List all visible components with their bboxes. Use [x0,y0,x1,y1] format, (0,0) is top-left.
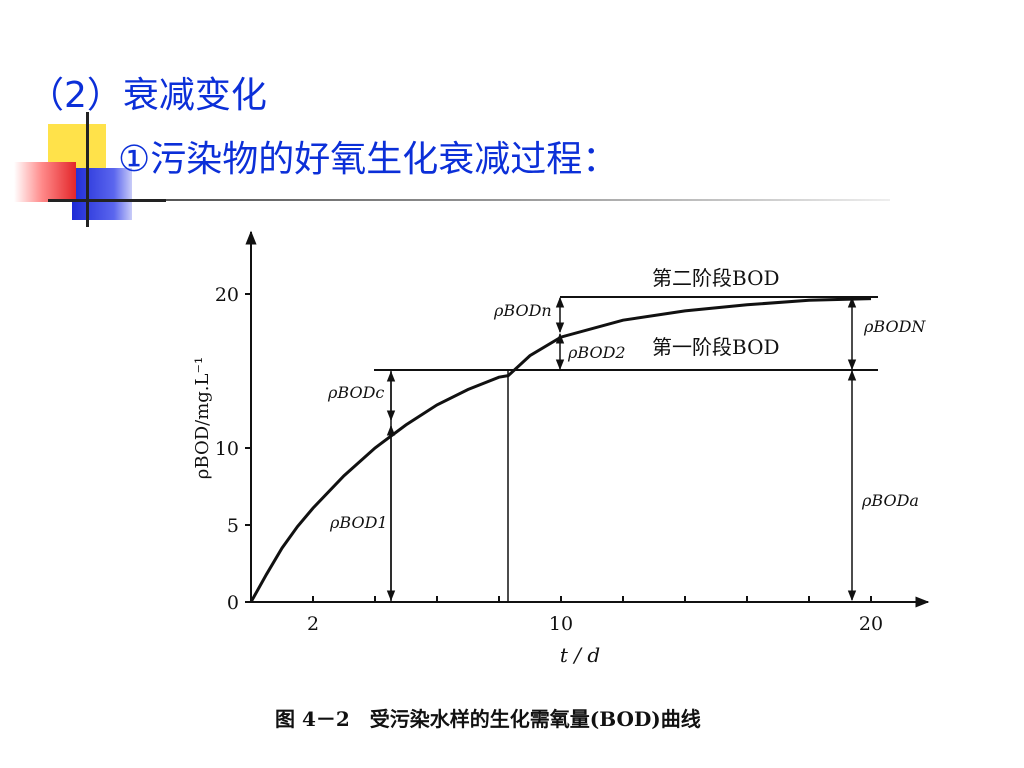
rho-c-label: ρBODc [327,383,384,402]
x-tick-label: 10 [549,613,573,635]
rho-1-label: ρBOD1 [329,513,388,532]
bod-curve [249,297,872,603]
decor-vertical-line [86,112,89,227]
decor-horizontal-line [48,199,166,202]
stage2-label: 第二阶段BOD [652,266,780,290]
title-underline [166,199,890,201]
x-axis-label: t / d [560,643,600,667]
stage1-label: 第一阶段BOD [652,335,780,359]
y-axis-label: ρBOD/mg.L⁻¹ [192,357,213,479]
decor-blue-block [72,168,132,220]
rho-n-label: ρBODn [493,301,552,320]
slide-subtitle: ①污染物的好氧生化衰减过程： [118,139,619,180]
y-ticks: 0 5 10 20 [215,284,251,614]
decor-red-block [14,162,76,202]
figure-caption: 图 4－2 受污染水样的生化需氧量(BOD)曲线 [275,707,701,731]
rho-2-label: ρBOD2 [567,343,626,362]
y-tick-label: 20 [215,284,239,306]
x-tick-labels: 2 10 20 [307,613,883,635]
y-tick-label: 5 [227,515,239,537]
slide-title: （2）衰减变化 [28,75,267,116]
rho-a-label: ρBODa [861,491,919,510]
y-tick-label: 10 [215,438,239,460]
y-tick-label: 0 [227,592,239,614]
x-tick-label: 2 [307,613,319,635]
rho-N-label: ρBODN [863,317,926,336]
x-tick-label: 20 [859,613,883,635]
x-minor-ticks [312,596,872,602]
